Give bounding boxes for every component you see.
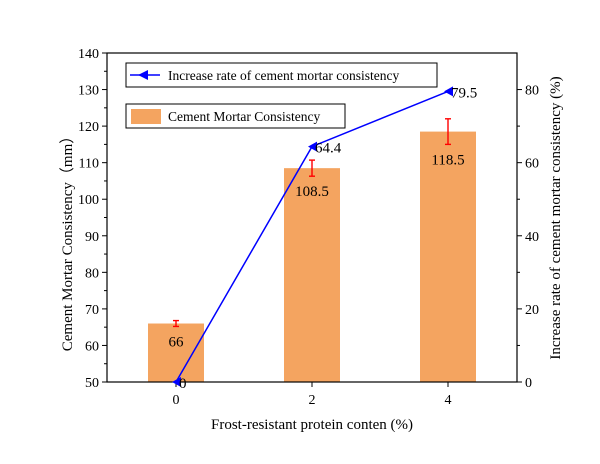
legend-box-bar bbox=[125, 103, 346, 129]
legend: Increase rate of cement mortar consisten… bbox=[125, 62, 438, 129]
legend-line-label: Increase rate of cement mortar consisten… bbox=[168, 68, 400, 83]
legend-bar-swatch bbox=[131, 109, 161, 124]
x-tick-label: 4 bbox=[445, 393, 452, 408]
y-left-tick-label: 80 bbox=[85, 266, 99, 281]
y-axis-left-title: Cement Mortar Consistency（mm） bbox=[59, 129, 76, 351]
line-value-label: 79.5 bbox=[451, 85, 477, 101]
y-right-tick-label: 20 bbox=[525, 303, 539, 318]
data-labels-layer: 66 108.5 118.5 0 64.4 79.5 bbox=[169, 85, 478, 392]
x-tick-label: 2 bbox=[309, 393, 316, 408]
y-left-tick-label: 130 bbox=[78, 84, 99, 99]
y-right-tick-label: 0 bbox=[525, 376, 532, 391]
y-left-tick-label: 90 bbox=[85, 230, 99, 245]
y-left-tick-label: 50 bbox=[85, 376, 99, 391]
bar bbox=[420, 131, 476, 382]
y-left-tick-label: 140 bbox=[78, 47, 99, 62]
line-point bbox=[172, 377, 181, 387]
line-point bbox=[308, 141, 317, 152]
x-axis-title: Frost-resistant protein conten (%) bbox=[211, 417, 413, 433]
y-right-tick-label: 80 bbox=[525, 84, 539, 99]
x-tick-label: 0 bbox=[173, 393, 180, 408]
legend-box-line bbox=[125, 62, 438, 88]
legend-line-marker bbox=[138, 70, 148, 80]
ticks-layer: 50 60 70 80 90 100 110 120 130 140 0 20 40 60 80 0 2 4 bbox=[78, 47, 539, 408]
y-left-tick-label: 120 bbox=[78, 120, 99, 135]
bar bbox=[284, 168, 340, 382]
line-value-label: 64.4 bbox=[315, 141, 342, 157]
bars-layer bbox=[148, 131, 476, 382]
error-bars-layer bbox=[173, 118, 451, 328]
y-right-tick-label: 60 bbox=[525, 157, 539, 172]
bar-value-label: 66 bbox=[169, 334, 185, 350]
bar-value-label: 118.5 bbox=[431, 152, 464, 168]
line-layer bbox=[172, 86, 453, 387]
line-point bbox=[444, 86, 453, 97]
bar bbox=[148, 323, 204, 382]
legend-bar-label: Cement Mortar Consistency bbox=[168, 109, 320, 124]
y-left-tick-label: 60 bbox=[85, 339, 99, 354]
bar-value-label: 108.5 bbox=[295, 184, 329, 200]
y-left-tick-label: 100 bbox=[78, 193, 99, 208]
y-left-tick-label: 110 bbox=[79, 157, 99, 172]
y-axis-right-title: Increase rate of cement mortar consisten… bbox=[548, 76, 564, 359]
line-value-label: 0 bbox=[179, 376, 187, 392]
y-left-tick-label: 70 bbox=[85, 303, 99, 318]
y-right-tick-label: 40 bbox=[525, 230, 539, 245]
